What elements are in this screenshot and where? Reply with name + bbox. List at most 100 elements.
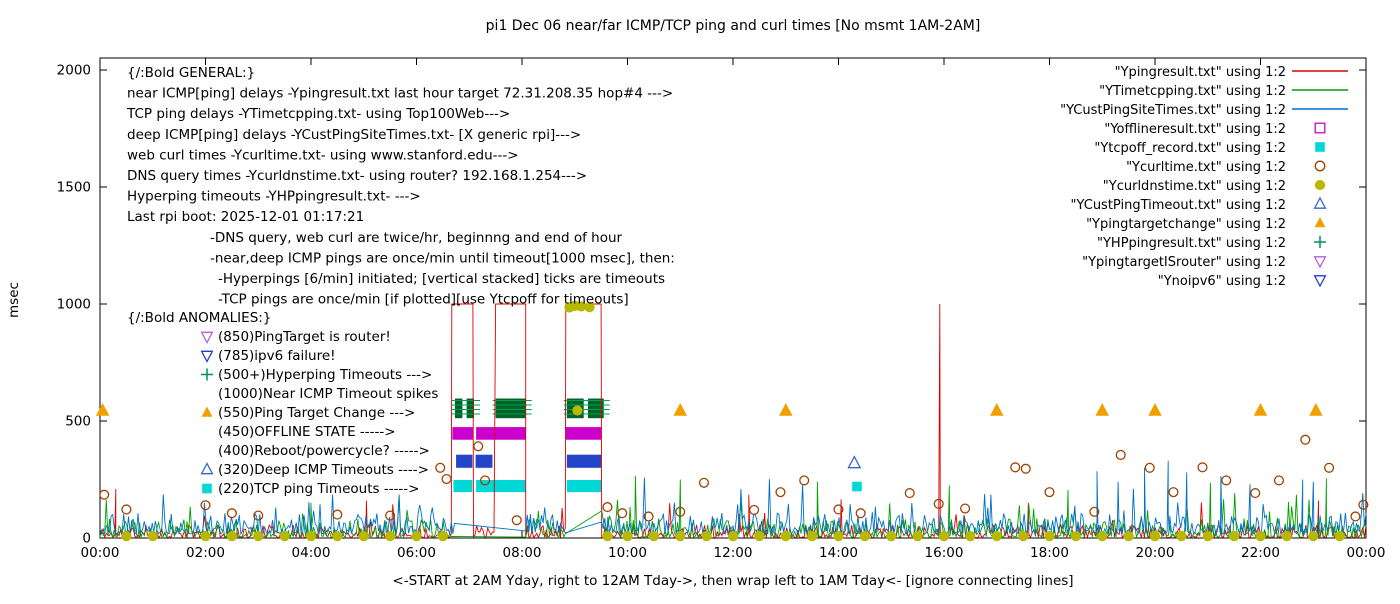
curl-times-marker xyxy=(799,475,810,486)
ping-target-change-marker xyxy=(990,402,1004,416)
legend-label: "Ycurldnstime.txt" using 1:2 xyxy=(1103,179,1286,194)
y-tick-label: 500 xyxy=(65,414,91,430)
general-line: -near,deep ICMP pings are once/min until… xyxy=(210,250,675,266)
offline-state-blocks xyxy=(476,427,526,440)
dns-times-marker xyxy=(1149,531,1161,542)
dns-times-marker xyxy=(754,531,765,542)
general-line: near ICMP[ping] delays -Ypingresult.txt … xyxy=(127,86,673,102)
legend-label: "Ypingresult.txt" using 1:2 xyxy=(1115,65,1286,80)
curl-times-marker xyxy=(1250,488,1261,499)
dns-times-marker xyxy=(701,531,712,542)
offline-state-blocks xyxy=(452,427,473,440)
x-tick-label: 14:00 xyxy=(819,545,858,561)
ping-target-change-marker xyxy=(1148,402,1162,416)
legend-marker-triangle-up-filled xyxy=(1314,217,1326,228)
general-line: {/:Bold GENERAL:} xyxy=(127,65,255,81)
curl-times-marker xyxy=(511,515,522,526)
x-tick-label: 06:00 xyxy=(397,545,436,561)
dns-times-marker xyxy=(226,531,237,542)
x-tick-label: 04:00 xyxy=(292,545,331,561)
anomaly-line: (1000)Near ICMP Timeout spikes xyxy=(218,386,438,402)
dns-times-marker xyxy=(1229,531,1240,542)
dns-times-marker xyxy=(1202,531,1213,542)
dns-times-marker xyxy=(1123,531,1134,542)
y-tick-label: 1500 xyxy=(57,180,91,196)
ping-target-change-marker xyxy=(1309,402,1323,416)
y-tick-label: 0 xyxy=(82,531,91,547)
anomaly-marker-triangle-up-open xyxy=(200,462,214,475)
dns-times-marker xyxy=(1097,531,1108,542)
x-tick-label: 02:00 xyxy=(186,545,225,561)
axes-and-border: 0 500 1000 1500 2000 00:00 02:00 04:00 06:00 08:0… xyxy=(57,57,1386,561)
anomaly-marker-triangle-down-open xyxy=(200,331,214,344)
anomaly-line: (850)PingTarget is router! xyxy=(218,329,391,345)
points-dns-times xyxy=(121,300,1345,542)
ping-target-change-marker xyxy=(673,402,687,416)
curl-times-marker xyxy=(1221,475,1232,486)
legend-marker-triangle-down-open xyxy=(1313,256,1327,269)
tcp-timeout-blocks xyxy=(453,479,473,493)
legend-marker-circle-open xyxy=(1314,160,1326,172)
legend-label: "YpingtargetISrouter" using 1:2 xyxy=(1082,255,1286,270)
general-line: -TCP pings are once/min [if plotted][use… xyxy=(218,292,629,308)
curl-times-marker xyxy=(960,503,971,514)
legend-label: "YCustPingTimeout.txt" using 1:2 xyxy=(1071,198,1286,213)
x-axis-label: <-START at 2AM Yday, right to 12AM Tday-… xyxy=(392,573,1073,589)
curl-times-marker xyxy=(385,510,396,521)
deep-icmp-timeout-point-marker xyxy=(847,455,862,469)
curl-times-marker xyxy=(1350,511,1361,522)
curl-times-marker xyxy=(1144,462,1155,473)
dns-times-marker xyxy=(859,531,870,542)
dns-times-marker xyxy=(675,531,686,542)
dns-times-marker xyxy=(886,531,897,542)
curl-times-marker xyxy=(1010,462,1021,473)
curl-times-marker xyxy=(200,500,211,511)
curl-times-marker xyxy=(904,488,915,499)
series-deep-icmp xyxy=(99,460,1367,536)
x-tick-label: 12:00 xyxy=(714,545,753,561)
dns-times-marker xyxy=(253,531,264,542)
offline-state-blocks xyxy=(565,427,602,440)
anomaly-marker-triangle-up-filled xyxy=(201,406,213,417)
curl-times-marker xyxy=(121,504,132,515)
general-line: DNS query times -Ycurldnstime.txt- using… xyxy=(127,168,587,184)
curl-times-marker xyxy=(253,510,264,521)
curl-times-marker xyxy=(617,508,628,519)
dns-times-marker xyxy=(575,301,587,312)
dns-times-marker xyxy=(833,531,844,542)
legend-label: "YCustPingSiteTimes.txt" using 1:2 xyxy=(1060,103,1286,118)
curl-times-marker xyxy=(473,441,484,452)
legend: "Ypingresult.txt" using 1:2 "YTimetcpping… xyxy=(1060,65,1348,289)
curl-times-marker xyxy=(855,508,866,519)
anomaly-marker-plus xyxy=(201,368,213,381)
legend-marker-square-filled xyxy=(1315,142,1325,152)
chart-title: pi1 Dec 06 near/far ICMP/TCP ping and cu… xyxy=(486,18,981,34)
points-tcp-off-point xyxy=(852,481,862,492)
tcp-timeout-blocks xyxy=(476,479,526,493)
curl-times-marker xyxy=(1197,462,1208,473)
dns-times-marker xyxy=(807,531,818,542)
x-tick-label: 20:00 xyxy=(1136,545,1175,561)
legend-label: "YTimetcpping.txt" using 1:2 xyxy=(1099,84,1286,99)
legend-label: "Yofflineresult.txt" using 1:2 xyxy=(1104,122,1286,137)
dns-times-marker xyxy=(1334,531,1345,542)
curl-times-marker xyxy=(1300,434,1311,445)
dns-times-marker xyxy=(965,531,976,542)
anomaly-line: (500+)Hyperping Timeouts ---> xyxy=(218,367,432,383)
dns-times-marker xyxy=(121,531,132,542)
y-axis-label: msec xyxy=(6,282,22,318)
deep-icmp-timeout-blocks xyxy=(566,454,602,468)
ping-target-change-marker xyxy=(779,402,793,416)
legend-label: "YHPpingresult.txt" using 1:2 xyxy=(1097,236,1286,251)
x-tick-label: 08:00 xyxy=(503,545,542,561)
y-tick-label: 1000 xyxy=(57,297,91,313)
curl-times-marker xyxy=(1089,506,1100,517)
anomaly-line: (400)Reboot/powercycle? -----> xyxy=(218,443,430,459)
x-tick-label: 00:00 xyxy=(1347,545,1386,561)
curl-times-marker xyxy=(441,473,452,485)
dns-times-marker xyxy=(622,531,633,542)
anomaly-marker-square-filled xyxy=(202,483,212,494)
dns-times-marker xyxy=(279,531,290,542)
curl-times-marker xyxy=(435,462,446,473)
